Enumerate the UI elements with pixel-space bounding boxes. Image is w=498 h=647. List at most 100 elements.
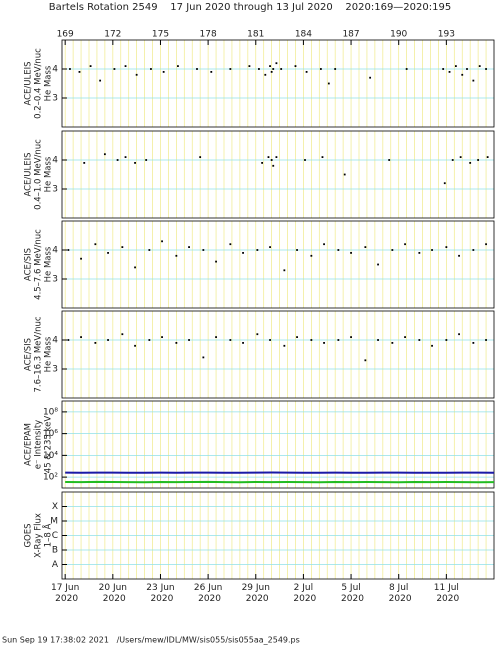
- data-point: [405, 68, 408, 70]
- data-point: [270, 159, 273, 161]
- footer: Sun Sep 19 17:38:02 2021 /Users/mew/IDL/…: [2, 636, 300, 645]
- data-point: [343, 173, 346, 176]
- y-tick-label: 10⁸: [43, 407, 58, 417]
- y-tick-label: 10²: [43, 473, 58, 483]
- data-point: [248, 65, 251, 67]
- x2-tick-label: 187: [342, 30, 359, 40]
- panel-frame: [61, 400, 495, 489]
- data-point: [294, 65, 297, 67]
- data-point: [215, 260, 217, 263]
- data-point: [445, 246, 448, 248]
- data-point: [80, 336, 82, 338]
- y-axis-label: 0.4–1.0 MeV/nuc: [34, 139, 44, 210]
- y-tick-label: 3: [52, 365, 58, 375]
- y-axis-label: He Mass: [44, 156, 54, 192]
- data-point: [103, 153, 106, 156]
- x-tick-label-line: 2 Jul: [294, 583, 313, 593]
- data-point: [83, 162, 86, 164]
- data-point: [459, 156, 462, 158]
- y-axis-label: 0.2–0.4 MeV/nuc: [34, 48, 44, 119]
- data-point: [148, 339, 151, 341]
- y-tick-label: 4: [52, 156, 58, 166]
- data-point: [461, 73, 464, 76]
- data-point: [258, 68, 260, 70]
- x2-tick-label: 178: [200, 30, 217, 40]
- data-point: [431, 344, 433, 347]
- data-point: [94, 342, 97, 344]
- data-point: [175, 342, 178, 344]
- y-tick-label: M: [50, 517, 58, 527]
- y-axis-label: ACE/ULEIS: [24, 61, 34, 105]
- data-point: [445, 339, 448, 341]
- data-point: [310, 254, 313, 257]
- panel-frame: [61, 491, 495, 580]
- y-tick-label: 3: [52, 185, 58, 195]
- data-point: [321, 156, 324, 158]
- data-point: [472, 249, 475, 251]
- data-point: [364, 359, 367, 362]
- data-point: [121, 333, 124, 336]
- data-point: [472, 342, 475, 344]
- y-tick-label: 4: [52, 336, 58, 346]
- data-point: [99, 79, 102, 82]
- data-point: [150, 68, 152, 70]
- data-point: [269, 246, 271, 248]
- data-point: [337, 339, 340, 341]
- data-point: [134, 162, 136, 164]
- y-axis-label: X-Ray Flux: [34, 513, 44, 558]
- y-tick-label: 10⁴: [43, 451, 58, 461]
- data-point: [80, 257, 82, 260]
- panel-frame: [61, 130, 495, 219]
- x-tick-label: 20 Jun 2020: [99, 583, 127, 604]
- data-point: [107, 252, 109, 254]
- y-axis-label: e⁻ Intensity: [34, 420, 44, 469]
- panel-frame: [61, 39, 495, 128]
- data-point: [188, 246, 190, 248]
- x2-tick-label: 184: [295, 30, 312, 40]
- x-tick-label-line: 2020: [52, 594, 78, 604]
- data-point: [134, 344, 136, 347]
- y-tick-label: 3: [52, 275, 58, 285]
- data-point: [145, 159, 148, 161]
- data-point: [177, 65, 179, 67]
- y-axis-label: GOES: [24, 523, 34, 547]
- data-point: [199, 156, 202, 158]
- data-point: [443, 182, 446, 185]
- x-tick-label: 11 Jul 2020: [433, 583, 459, 604]
- x-tick-label-line: 11 Jul: [434, 583, 459, 593]
- data-point: [296, 249, 298, 251]
- y-axis-label: ACE/SIS: [24, 248, 34, 281]
- x-tick-label: 5 Jul 2020: [338, 583, 364, 604]
- data-point: [135, 73, 138, 76]
- data-point: [229, 243, 232, 246]
- data-point: [477, 159, 480, 161]
- y-axis-label: He Mass: [44, 65, 54, 101]
- panel-frame: [61, 220, 495, 309]
- data-point: [350, 336, 352, 338]
- data-point: [256, 249, 259, 251]
- data-point: [404, 243, 406, 246]
- data-point: [469, 162, 472, 164]
- data-point: [451, 159, 454, 161]
- x-tick-label-line: 2020: [433, 594, 459, 604]
- data-point: [327, 82, 330, 85]
- data-point: [215, 336, 217, 338]
- x-tick-label-line: 29 Jun: [242, 583, 270, 593]
- y-axis-label: He Mass: [44, 336, 54, 372]
- x2-tick-label: 193: [438, 30, 455, 40]
- data-point: [485, 243, 487, 246]
- x-tick-label-line: 20 Jun: [99, 583, 127, 593]
- data-point: [275, 62, 278, 65]
- data-point: [485, 339, 487, 341]
- x-tick-label-line: 2020: [338, 594, 364, 604]
- data-point: [377, 339, 379, 341]
- data-point: [388, 159, 391, 161]
- y-tick-label: 10⁶: [43, 429, 58, 439]
- data-point: [275, 156, 278, 158]
- data-point: [458, 333, 460, 336]
- y-axis-label: He Mass: [44, 246, 54, 282]
- data-point: [188, 339, 190, 341]
- y-axis-label: 7.6–16.3 MeV/nuc: [34, 316, 44, 392]
- data-point: [256, 333, 259, 336]
